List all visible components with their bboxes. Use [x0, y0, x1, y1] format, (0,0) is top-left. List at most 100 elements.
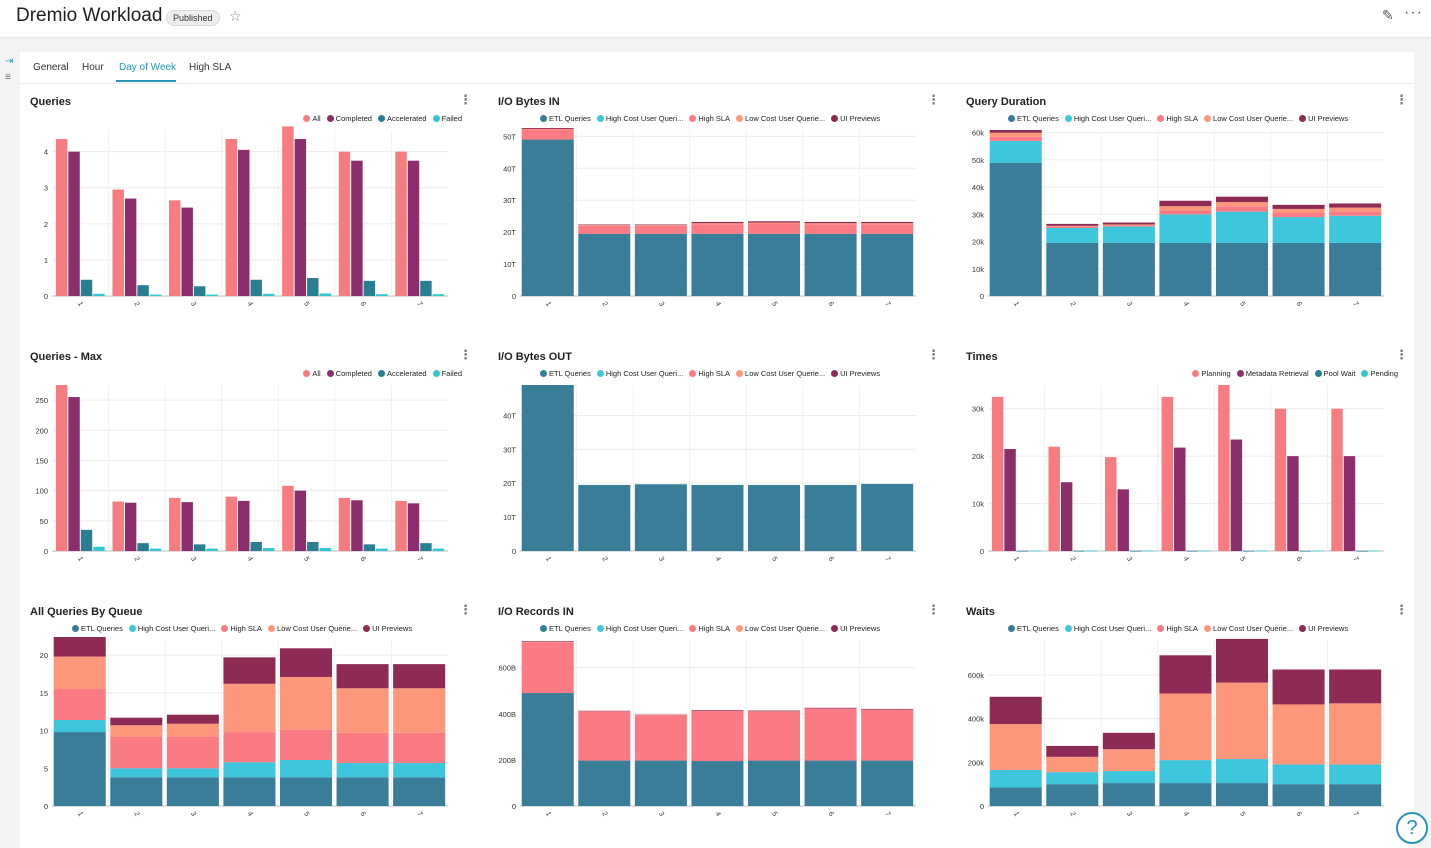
chart-legend: All Completed Accelerated Failed: [297, 114, 462, 126]
legend-item[interactable]: UI Previews: [1299, 114, 1348, 123]
legend-item[interactable]: High Cost User Queri...: [1064, 624, 1151, 633]
legend-item[interactable]: Completed: [326, 369, 372, 378]
legend-label: ETL Queries: [81, 624, 123, 633]
legend-item[interactable]: High SLA: [689, 624, 730, 633]
legend-item[interactable]: Metadata Retrieval: [1236, 369, 1309, 378]
bar-all: [338, 497, 351, 551]
panel-io_bytes_in: I/O Bytes IN ⋮ ETL Queries High Cost User Q…: [498, 92, 948, 336]
legend-dot-icon: [1361, 370, 1369, 377]
bar-failed: [93, 293, 105, 296]
legend-item[interactable]: Low Cost User Querie...: [1204, 624, 1293, 633]
legend-item[interactable]: High Cost User Queri...: [596, 624, 683, 633]
legend-item[interactable]: ETL Queries: [540, 624, 591, 633]
bar-segment-highsla: [279, 729, 333, 760]
bar-completed: [407, 160, 420, 296]
chart-legend: All Completed Accelerated Failed: [297, 369, 462, 381]
expand-panel-icon[interactable]: ⇥: [5, 56, 14, 67]
panel-menu-icon[interactable]: ⋮: [1395, 347, 1408, 362]
bar-segment-highsla: [747, 223, 801, 234]
legend-item[interactable]: High Cost User Queri...: [596, 369, 683, 378]
bar-segment-lowcost: [578, 225, 631, 226]
filter-icon[interactable]: ≡: [5, 72, 11, 83]
legend-item[interactable]: Accelerated: [377, 369, 427, 378]
y-tick-label: 250: [35, 396, 48, 405]
legend-item[interactable]: Completed: [326, 114, 372, 123]
help-button[interactable]: ?: [1396, 812, 1428, 844]
legend-item[interactable]: ETL Queries: [540, 369, 591, 378]
legend-item[interactable]: Low Cost User Querie...: [1204, 114, 1293, 123]
legend-item[interactable]: High Cost User Queri...: [128, 624, 215, 633]
legend-item[interactable]: Low Cost User Querie...: [268, 624, 357, 633]
legend-item[interactable]: Low Cost User Querie...: [736, 624, 825, 633]
x-tick-label: 5: [770, 301, 778, 308]
y-tick-label: 60k: [972, 129, 984, 138]
panel-menu-icon[interactable]: ⋮: [459, 92, 472, 107]
legend-item[interactable]: UI Previews: [1299, 624, 1348, 633]
star-icon[interactable]: ☆: [229, 8, 242, 24]
legend-item[interactable]: High Cost User Queri...: [1064, 114, 1151, 123]
legend-item[interactable]: ETL Queries: [72, 624, 123, 633]
legend-item[interactable]: High SLA: [1157, 624, 1198, 633]
panel-menu-icon[interactable]: ⋮: [459, 347, 472, 362]
legend-item[interactable]: ETL Queries: [1008, 114, 1059, 123]
legend-item[interactable]: Failed: [432, 369, 462, 378]
chart-waits: 0 200k 400k 600k 1 2 3 4 5 6 7: [968, 638, 1384, 818]
bar-segment-highsla: [578, 225, 631, 234]
bar-all: [225, 139, 238, 296]
x-tick-label: 7: [415, 556, 423, 563]
tab-hour[interactable]: Hour: [82, 62, 104, 73]
legend-item[interactable]: UI Previews: [831, 114, 880, 123]
bar-pending: [1198, 550, 1211, 552]
x-tick-label: 1: [1012, 811, 1020, 818]
x-tick-label: 4: [1182, 811, 1190, 818]
panel-menu-icon[interactable]: ⋮: [459, 602, 472, 617]
tab-high-sla[interactable]: High SLA: [189, 62, 232, 73]
legend-item[interactable]: Accelerated: [377, 114, 427, 123]
legend-item[interactable]: High SLA: [689, 114, 730, 123]
panel-menu-icon[interactable]: ⋮: [1395, 602, 1408, 617]
legend-item[interactable]: Low Cost User Querie...: [736, 369, 825, 378]
panel-menu-icon[interactable]: ⋮: [1395, 92, 1408, 107]
legend-item[interactable]: High SLA: [1157, 114, 1198, 123]
edit-icon[interactable]: ✎: [1382, 7, 1394, 23]
legend-item[interactable]: Planning: [1192, 369, 1231, 378]
tab-general[interactable]: General: [33, 62, 69, 73]
bar-segment-ui: [861, 708, 914, 710]
bar-segment-etl: [691, 484, 744, 551]
legend-item[interactable]: ETL Queries: [1008, 624, 1059, 633]
bar-segment-highsla: [336, 732, 389, 763]
legend-item[interactable]: ETL Queries: [540, 114, 591, 123]
legend-item[interactable]: Failed: [432, 114, 462, 123]
panel-menu-icon[interactable]: ⋮: [927, 347, 940, 362]
legend-item[interactable]: UI Previews: [831, 369, 880, 378]
legend-item[interactable]: Pending: [1361, 369, 1398, 378]
y-tick-label: 2: [44, 220, 48, 229]
legend-item[interactable]: UI Previews: [363, 624, 412, 633]
legend-item[interactable]: High Cost User Queri...: [596, 114, 683, 123]
x-tick-label: 1: [76, 811, 84, 818]
tab-day-of-week[interactable]: Day of Week: [119, 62, 177, 73]
legend-item[interactable]: High SLA: [689, 369, 730, 378]
legend-label: ETL Queries: [549, 114, 591, 123]
panel-menu-icon[interactable]: ⋮: [927, 92, 940, 107]
bar-failed: [319, 293, 331, 296]
legend-item[interactable]: Low Cost User Querie...: [736, 114, 825, 123]
y-tick-label: 20: [40, 651, 48, 660]
legend-item[interactable]: All: [303, 114, 321, 123]
legend-dot-icon: [221, 625, 229, 632]
legend-item[interactable]: Pool Wait: [1314, 369, 1355, 378]
panel-menu-icon[interactable]: ⋮: [927, 602, 940, 617]
more-options-icon[interactable]: ···: [1404, 4, 1423, 21]
bar-segment-etl: [521, 385, 574, 551]
legend-item[interactable]: High SLA: [221, 624, 262, 633]
bar-accelerated: [137, 285, 149, 296]
legend-item[interactable]: All: [303, 369, 321, 378]
x-tick-label: 4: [1182, 556, 1190, 563]
x-tick-label: 2: [1068, 556, 1076, 563]
x-tick-label: 5: [302, 301, 310, 308]
legend-item[interactable]: UI Previews: [831, 624, 880, 633]
panel-queries_max: Queries - Max ⋮ All Completed Accelerated Fai…: [30, 347, 480, 591]
bar-segment-etl: [1329, 784, 1382, 806]
bar-segment-ui: [1215, 638, 1269, 683]
x-tick-label: 6: [1295, 556, 1303, 563]
